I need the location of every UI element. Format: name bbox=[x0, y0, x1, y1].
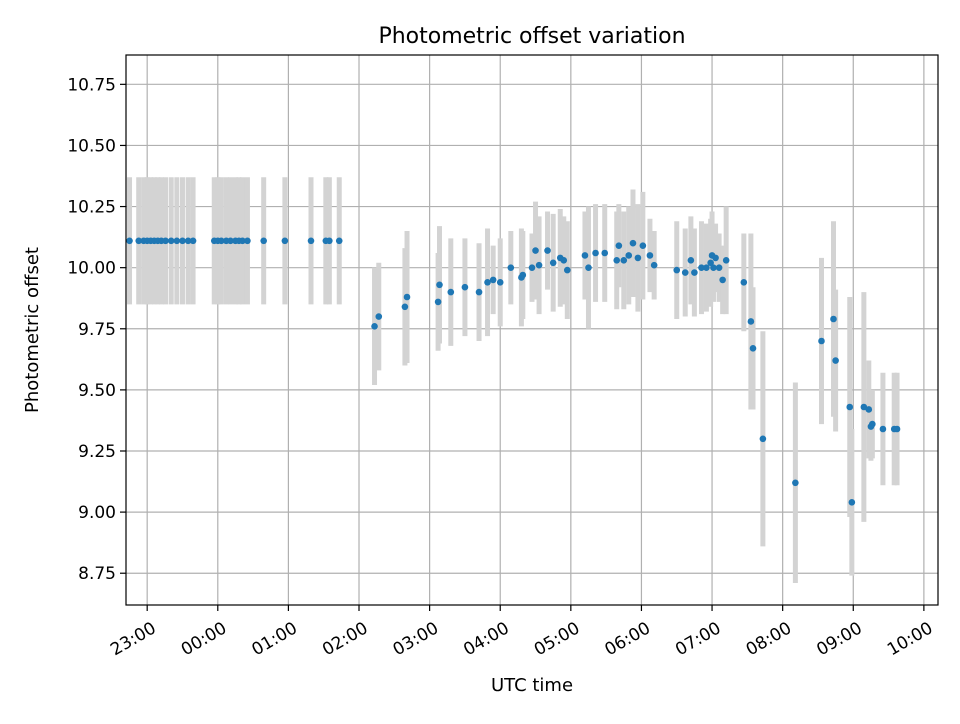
data-point bbox=[860, 403, 868, 411]
y-axis-ticks: 8.75 9.00 9.25 9.50 9.75 10.00 10.25 10.50 10.75 bbox=[67, 75, 126, 584]
data-point bbox=[722, 257, 730, 264]
data-point bbox=[625, 252, 633, 259]
data-point bbox=[507, 264, 515, 271]
y-tick-label: 10.25 bbox=[67, 198, 116, 218]
points-layer bbox=[126, 237, 901, 506]
y-tick-label: 10.75 bbox=[67, 75, 116, 95]
x-axis-label: UTC time bbox=[491, 675, 573, 696]
data-point bbox=[403, 293, 411, 301]
data-point bbox=[375, 313, 383, 320]
data-point bbox=[227, 237, 234, 245]
y-tick-label: 9.50 bbox=[78, 381, 116, 401]
data-point bbox=[620, 257, 628, 264]
plot-frame bbox=[125, 54, 939, 606]
data-point bbox=[244, 237, 251, 245]
data-point bbox=[832, 357, 839, 364]
data-point bbox=[698, 264, 705, 271]
y-tick-label: 10.50 bbox=[67, 136, 116, 156]
data-point bbox=[673, 266, 681, 274]
data-point bbox=[691, 269, 698, 276]
data-point bbox=[519, 271, 527, 279]
chart-title: Photometric offset variation bbox=[378, 24, 685, 49]
y-tick-label: 9.00 bbox=[78, 503, 116, 523]
data-point bbox=[869, 420, 876, 428]
y-tick-label: 9.75 bbox=[78, 320, 116, 340]
data-point bbox=[879, 425, 887, 433]
data-point bbox=[434, 298, 442, 306]
data-point bbox=[528, 264, 536, 271]
data-point bbox=[564, 266, 571, 274]
data-point bbox=[687, 257, 695, 264]
y-tick-label: 8.75 bbox=[78, 564, 116, 584]
data-point bbox=[335, 237, 343, 245]
data-point bbox=[650, 261, 658, 269]
data-point bbox=[615, 242, 623, 249]
data-point bbox=[126, 237, 133, 245]
data-point bbox=[496, 279, 504, 286]
data-point bbox=[135, 237, 143, 245]
data-point bbox=[162, 237, 169, 245]
data-point bbox=[759, 435, 767, 443]
data-point bbox=[818, 337, 825, 345]
data-point bbox=[585, 264, 592, 271]
data-point bbox=[549, 259, 557, 267]
data-point bbox=[184, 237, 192, 245]
data-point bbox=[830, 315, 837, 323]
data-point bbox=[629, 239, 637, 247]
data-point bbox=[179, 237, 186, 245]
data-point bbox=[747, 318, 755, 325]
data-point bbox=[260, 237, 267, 245]
data-point bbox=[592, 249, 599, 257]
data-point bbox=[535, 261, 543, 269]
data-point bbox=[307, 237, 315, 245]
data-point bbox=[893, 425, 901, 433]
data-point bbox=[681, 269, 689, 276]
data-point bbox=[846, 403, 854, 411]
data-point bbox=[601, 249, 609, 257]
data-point bbox=[218, 237, 225, 245]
data-point bbox=[749, 345, 757, 352]
data-point bbox=[475, 288, 483, 296]
data-point bbox=[239, 237, 246, 245]
data-point bbox=[189, 237, 197, 245]
data-point bbox=[715, 264, 723, 271]
data-point bbox=[710, 264, 717, 271]
data-point bbox=[581, 252, 589, 259]
data-point bbox=[461, 283, 469, 291]
data-point bbox=[544, 247, 551, 254]
y-axis-label: Photometric offset bbox=[22, 247, 43, 413]
data-point bbox=[792, 479, 799, 487]
y-tick-label: 10.00 bbox=[67, 259, 116, 279]
data-point bbox=[639, 242, 647, 249]
data-point bbox=[719, 276, 726, 284]
data-point bbox=[436, 281, 443, 289]
data-point bbox=[712, 254, 719, 262]
data-point bbox=[560, 257, 568, 264]
data-point bbox=[489, 276, 497, 284]
data-point bbox=[646, 252, 654, 259]
data-point bbox=[281, 237, 289, 245]
data-point bbox=[634, 254, 642, 262]
data-point bbox=[613, 257, 621, 264]
data-point bbox=[401, 303, 409, 311]
data-point bbox=[707, 259, 714, 267]
y-tick-label: 9.25 bbox=[78, 442, 116, 462]
data-point bbox=[167, 237, 175, 245]
data-point bbox=[532, 247, 539, 254]
data-point bbox=[848, 499, 856, 506]
data-point bbox=[173, 237, 181, 245]
data-point bbox=[484, 279, 491, 286]
data-point bbox=[447, 288, 455, 296]
data-point bbox=[371, 323, 378, 330]
data-point bbox=[326, 237, 333, 245]
data-point bbox=[740, 279, 748, 286]
data-point bbox=[865, 406, 873, 413]
data-point bbox=[703, 264, 710, 271]
